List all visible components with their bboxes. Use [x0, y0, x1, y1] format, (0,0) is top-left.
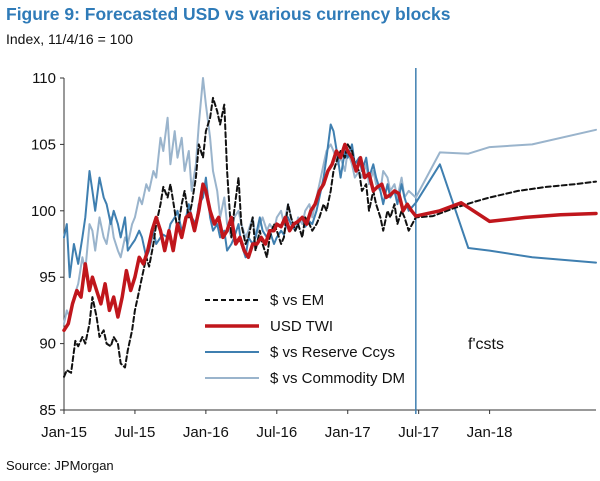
chart-axes: 85 90 95 100 105 110 Jan-15 Jul-15 Jan-16 Jul-16 J… — [31, 68, 596, 441]
x-tick-label: Jan-18 — [467, 424, 513, 441]
y-tick-label: 95 — [39, 269, 56, 286]
series-layer — [62, 77, 598, 378]
y-tick-label: 105 — [31, 136, 56, 153]
legend-label-twi: USD TWI — [270, 318, 333, 335]
forecast-label: f'csts — [468, 336, 504, 353]
legend-label-commodity: $ vs Commodity DM — [270, 370, 405, 387]
legend-label-reserve: $ vs Reserve Ccys — [270, 344, 395, 361]
x-tick-label: Jul-17 — [398, 424, 439, 441]
series-line-em — [63, 96, 597, 378]
x-tick-label: Jan-17 — [325, 424, 371, 441]
x-tick-label: Jan-16 — [183, 424, 229, 441]
series-line-reserve — [63, 123, 597, 279]
legend-label-em: $ vs EM — [270, 292, 324, 309]
y-tick-label: 100 — [31, 203, 56, 220]
chart-legend: $ vs EM USD TWI $ vs Reserve Ccys $ vs Comm… — [205, 292, 405, 387]
x-tick-label: Jul-16 — [256, 424, 297, 441]
chart-subtitle: Index, 11/4/16 = 100 — [6, 31, 134, 47]
y-tick-label: 90 — [39, 336, 56, 353]
x-tick-label: Jul-15 — [115, 424, 156, 441]
x-tick-label: Jan-15 — [41, 424, 87, 441]
chart-title: Figure 9: Forecasted USD vs various curr… — [6, 4, 451, 24]
y-tick-label: 85 — [39, 402, 56, 419]
y-tick-label: 110 — [32, 70, 56, 87]
series-line-commodity — [63, 77, 597, 325]
series-line-twi — [62, 142, 598, 333]
source-note: Source: JPMorgan — [6, 458, 114, 473]
